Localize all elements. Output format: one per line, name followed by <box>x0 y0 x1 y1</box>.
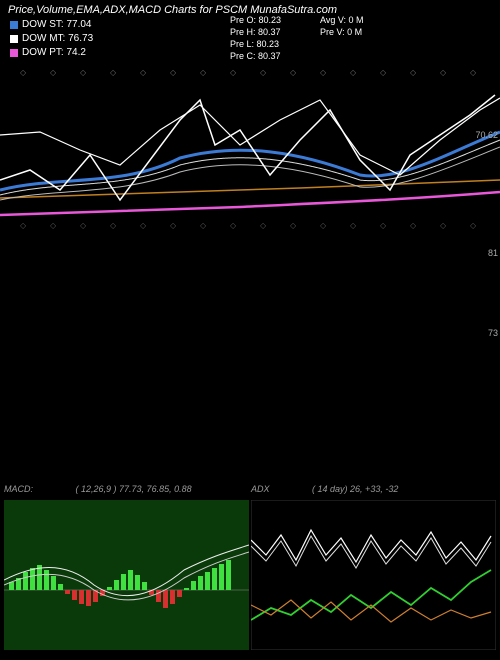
info-row: Pre V: 0 M <box>320 26 364 38</box>
legend-label: DOW MT: 76.73 <box>22 32 93 46</box>
svg-text:◇: ◇ <box>260 221 267 230</box>
indicator-row: MACD: ( 12,26,9 ) 77.73, 76.85, 0.88 ADX… <box>0 500 500 660</box>
adx-chart <box>251 500 496 650</box>
svg-text:◇: ◇ <box>410 68 417 77</box>
svg-text:◇: ◇ <box>200 68 207 77</box>
legend-swatch <box>10 21 18 29</box>
info-row: Pre O: 80.23 <box>230 14 281 26</box>
legend-item: DOW MT: 76.73 <box>10 32 93 46</box>
svg-text:◇: ◇ <box>140 68 147 77</box>
macd-panel: MACD: ( 12,26,9 ) 77.73, 76.85, 0.88 <box>4 500 249 656</box>
vol-label-top: 81 <box>488 248 498 258</box>
svg-text:◇: ◇ <box>260 68 267 77</box>
svg-text:◇: ◇ <box>350 221 357 230</box>
legend-swatch <box>10 35 18 43</box>
adx-label: ADX ( 14 day) 26, +33, -32 <box>251 484 398 494</box>
svg-text:◇: ◇ <box>200 221 207 230</box>
ohlc-info: Pre O: 80.23Pre H: 80.37Pre L: 80.23Pre … <box>230 14 281 62</box>
svg-text:◇: ◇ <box>230 221 237 230</box>
macd-chart <box>4 500 249 650</box>
svg-text:◇: ◇ <box>350 68 357 77</box>
svg-text:◇: ◇ <box>440 68 447 77</box>
legend-label: DOW PT: 74.2 <box>22 46 86 60</box>
svg-text:◇: ◇ <box>110 221 117 230</box>
svg-text:◇: ◇ <box>320 68 327 77</box>
price-chart: ◇ ◇ ◇ ◇ ◇ ◇ ◇ ◇ ◇ ◇ ◇ ◇ ◇ ◇ ◇ ◇ ◇ ◇ ◇ ◇ ◇ ◇ ◇ ◇ ◇ ◇ ◇ ◇ ◇ ◇ ◇ ◇ <box>0 60 500 230</box>
svg-text:◇: ◇ <box>50 221 57 230</box>
legend-swatch <box>10 49 18 57</box>
svg-text:◇: ◇ <box>50 68 57 77</box>
svg-text:◇: ◇ <box>140 221 147 230</box>
svg-text:◇: ◇ <box>380 68 387 77</box>
svg-text:◇: ◇ <box>20 68 27 77</box>
svg-text:◇: ◇ <box>470 68 477 77</box>
main-chart-area: ◇ ◇ ◇ ◇ ◇ ◇ ◇ ◇ ◇ ◇ ◇ ◇ ◇ ◇ ◇ ◇ ◇ ◇ ◇ ◇ ◇ ◇ ◇ ◇ ◇ ◇ ◇ ◇ ◇ ◇ ◇ ◇ 70.62 8… <box>0 60 500 360</box>
info-row: Pre L: 80.23 <box>230 38 281 50</box>
legend-label: DOW ST: 77.04 <box>22 18 91 32</box>
svg-text:◇: ◇ <box>170 221 177 230</box>
legend-block: DOW ST: 77.04DOW MT: 76.73DOW PT: 74.2 <box>10 18 93 60</box>
svg-text:◇: ◇ <box>470 221 477 230</box>
volume-info: Avg V: 0 MPre V: 0 M <box>320 14 364 38</box>
svg-text:◇: ◇ <box>440 221 447 230</box>
svg-text:◇: ◇ <box>80 221 87 230</box>
legend-item: DOW PT: 74.2 <box>10 46 93 60</box>
svg-text:◇: ◇ <box>290 68 297 77</box>
info-row: Avg V: 0 M <box>320 14 364 26</box>
svg-text:◇: ◇ <box>380 221 387 230</box>
svg-text:◇: ◇ <box>110 68 117 77</box>
legend-item: DOW ST: 77.04 <box>10 18 93 32</box>
macd-label: MACD: ( 12,26,9 ) 77.73, 76.85, 0.88 <box>4 484 192 494</box>
price-right-label: 70.62 <box>475 130 498 140</box>
svg-text:◇: ◇ <box>320 221 327 230</box>
svg-text:◇: ◇ <box>80 68 87 77</box>
svg-text:◇: ◇ <box>290 221 297 230</box>
vol-label-bot: 73 <box>488 328 498 338</box>
info-row: Pre H: 80.37 <box>230 26 281 38</box>
svg-text:◇: ◇ <box>410 221 417 230</box>
svg-text:◇: ◇ <box>170 68 177 77</box>
adx-panel: ADX ( 14 day) 26, +33, -32 <box>251 500 496 656</box>
svg-text:◇: ◇ <box>20 221 27 230</box>
svg-text:◇: ◇ <box>230 68 237 77</box>
